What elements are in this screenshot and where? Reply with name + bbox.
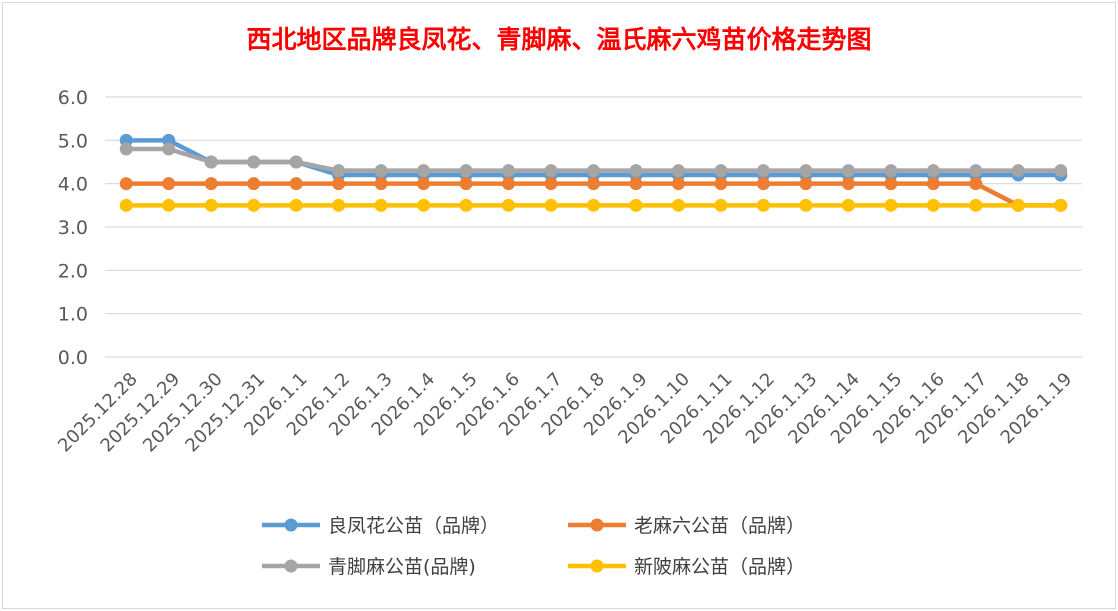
data-point bbox=[374, 177, 388, 191]
data-point bbox=[289, 155, 303, 169]
legend-item: 新陂麻公苗（品牌） bbox=[568, 556, 805, 578]
data-point bbox=[841, 198, 855, 212]
data-point bbox=[926, 164, 940, 178]
data-point bbox=[671, 177, 685, 191]
x-axis-ticks: 2025.12.282025.12.292025.12.302025.12.31… bbox=[54, 369, 1076, 457]
data-point bbox=[714, 198, 728, 212]
data-point bbox=[502, 164, 516, 178]
data-point bbox=[204, 155, 218, 169]
y-axis-ticks: 0.0 1.0 2.0 3.0 4.0 5.0 6.0 bbox=[58, 87, 88, 369]
data-point bbox=[502, 198, 516, 212]
data-point bbox=[1011, 164, 1025, 178]
legend-marker bbox=[590, 518, 604, 532]
legend-item: 良凤花公苗（品牌） bbox=[262, 515, 499, 537]
legend: 良凤花公苗（品牌） 老麻六公苗（品牌） 青脚麻公苗(品牌) 新陂麻公苗（品牌） bbox=[262, 515, 805, 578]
series-2 bbox=[119, 177, 1068, 212]
y-tick-label: 3.0 bbox=[58, 217, 88, 239]
data-point bbox=[1011, 198, 1025, 212]
data-point bbox=[119, 198, 133, 212]
legend-item: 老麻六公苗（品牌） bbox=[568, 515, 805, 537]
data-point bbox=[417, 198, 431, 212]
data-point bbox=[332, 198, 346, 212]
data-point bbox=[289, 198, 303, 212]
legend-marker bbox=[284, 559, 298, 573]
legend-item: 青脚麻公苗(品牌) bbox=[262, 556, 476, 578]
data-point bbox=[332, 164, 346, 178]
data-point bbox=[459, 177, 473, 191]
legend-label: 老麻六公苗（品牌） bbox=[634, 515, 805, 537]
data-point bbox=[247, 155, 261, 169]
legend-label: 青脚麻公苗(品牌) bbox=[328, 556, 476, 578]
data-point bbox=[629, 198, 643, 212]
data-point bbox=[884, 198, 898, 212]
legend-label: 新陂麻公苗（品牌） bbox=[634, 556, 805, 578]
series-group bbox=[119, 133, 1068, 212]
data-point bbox=[119, 142, 133, 156]
data-point bbox=[247, 198, 261, 212]
data-point bbox=[841, 177, 855, 191]
data-point bbox=[756, 164, 770, 178]
data-point bbox=[629, 177, 643, 191]
legend-marker bbox=[284, 518, 298, 532]
data-point bbox=[969, 177, 983, 191]
data-point bbox=[204, 177, 218, 191]
y-tick-label: 5.0 bbox=[58, 130, 88, 152]
data-point bbox=[417, 177, 431, 191]
data-point bbox=[714, 164, 728, 178]
data-point bbox=[926, 177, 940, 191]
series-4 bbox=[119, 198, 1068, 212]
data-point bbox=[799, 177, 813, 191]
chart-title: 西北地区品牌良凤花、青脚麻、温氏麻六鸡苗价格走势图 bbox=[246, 25, 871, 54]
data-point bbox=[587, 177, 600, 191]
data-point bbox=[587, 164, 600, 178]
y-tick-label: 1.0 bbox=[58, 304, 88, 326]
data-point bbox=[629, 164, 643, 178]
data-point bbox=[756, 198, 770, 212]
data-point bbox=[544, 164, 558, 178]
data-point bbox=[247, 177, 261, 191]
data-point bbox=[969, 164, 983, 178]
data-point bbox=[756, 177, 770, 191]
data-point bbox=[544, 198, 558, 212]
data-point bbox=[926, 198, 940, 212]
data-point bbox=[671, 164, 685, 178]
data-point bbox=[162, 142, 176, 156]
data-point bbox=[204, 198, 218, 212]
data-point bbox=[799, 164, 813, 178]
data-point bbox=[374, 198, 388, 212]
data-point bbox=[289, 177, 303, 191]
data-point bbox=[1054, 198, 1068, 212]
y-tick-label: 6.0 bbox=[58, 87, 88, 109]
data-point bbox=[119, 177, 133, 191]
series-3 bbox=[119, 142, 1068, 178]
data-point bbox=[502, 177, 516, 191]
y-tick-label: 0.0 bbox=[58, 347, 88, 369]
data-point bbox=[714, 177, 728, 191]
data-point bbox=[1054, 164, 1068, 178]
data-point bbox=[374, 164, 388, 178]
legend-marker bbox=[590, 559, 604, 573]
data-point bbox=[969, 198, 983, 212]
data-point bbox=[671, 198, 685, 212]
data-point bbox=[417, 164, 431, 178]
data-point bbox=[884, 177, 898, 191]
data-point bbox=[162, 177, 176, 191]
data-point bbox=[841, 164, 855, 178]
grid-lines bbox=[105, 96, 1082, 358]
y-tick-label: 4.0 bbox=[58, 174, 88, 196]
data-point bbox=[162, 198, 176, 212]
legend-label: 良凤花公苗（品牌） bbox=[328, 515, 499, 537]
data-point bbox=[544, 177, 558, 191]
data-point bbox=[884, 164, 898, 178]
data-point bbox=[799, 198, 813, 212]
data-point bbox=[332, 177, 346, 191]
data-point bbox=[459, 164, 473, 178]
data-point bbox=[587, 198, 600, 212]
data-point bbox=[459, 198, 473, 212]
y-tick-label: 2.0 bbox=[58, 260, 88, 282]
